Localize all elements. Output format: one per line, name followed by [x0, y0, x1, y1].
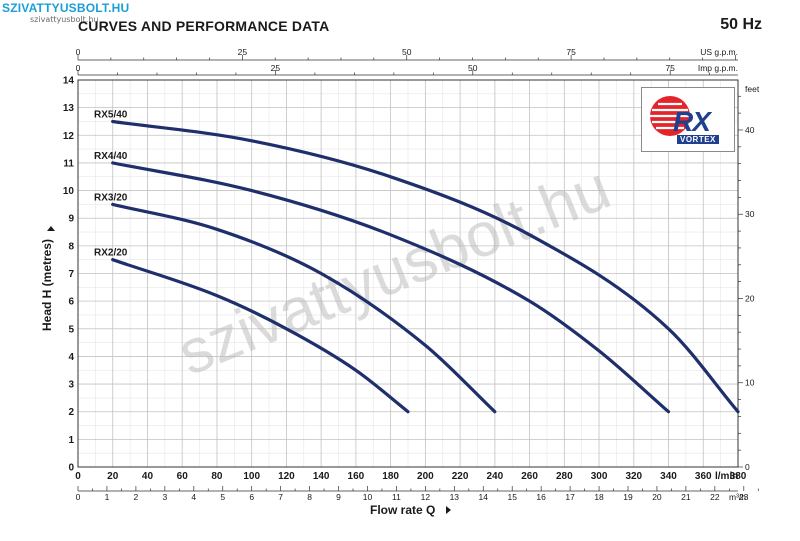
- m3h-tick-label: 5: [220, 492, 225, 502]
- us-gpm-unit-label: US g.p.m.: [700, 47, 738, 57]
- y-axis-title: Head H (metres): [40, 239, 54, 331]
- imp-gpm-tick-label: 25: [271, 63, 281, 73]
- y-tick-label: 1: [68, 435, 74, 446]
- x-tick-label: 280: [556, 471, 573, 482]
- y-tick-label: 4: [68, 352, 74, 363]
- imp-gpm-unit-label: Imp g.p.m.: [698, 63, 738, 73]
- m3h-tick-label: 12: [421, 492, 431, 502]
- y-tick-label: 5: [68, 324, 74, 335]
- x-tick-label: 80: [211, 471, 223, 482]
- m3h-tick-label: 23: [739, 492, 749, 502]
- series-line-rx5-40: [111, 119, 740, 414]
- feet-tick-label: 40: [745, 125, 755, 135]
- m3h-tick-label: 20: [652, 492, 662, 502]
- m3h-tick-label: 14: [479, 492, 489, 502]
- series-line-rx2-20: [111, 258, 410, 414]
- m3h-unit-label: m³/h: [729, 492, 746, 502]
- m3h-tick-label: 3: [162, 492, 167, 502]
- y-tick-label: 6: [68, 297, 74, 308]
- m3h-tick-label: 21: [681, 492, 691, 502]
- imp-gpm-tick-label: 50: [468, 63, 478, 73]
- y-tick-label: 12: [63, 131, 75, 142]
- us-gpm-tick-label: 0: [76, 47, 81, 57]
- logo-globe-icon: [650, 96, 690, 136]
- feet-tick-label: 20: [745, 293, 755, 303]
- m3h-tick-label: 1: [105, 492, 110, 502]
- m3h-tick-label: 19: [623, 492, 633, 502]
- m3h-tick-label: 16: [536, 492, 546, 502]
- m3h-tick-label: 4: [191, 492, 196, 502]
- feet-tick-label: 0: [745, 462, 750, 472]
- m3h-tick-label: 9: [336, 492, 341, 502]
- x-tick-label: 0: [75, 471, 81, 482]
- watermark-url: szivattyusbolt.hu: [30, 15, 99, 24]
- us-gpm-tick-label: 25: [238, 47, 248, 57]
- logo-vortex-text: VORTEX: [677, 135, 719, 144]
- x-tick-label: 20: [107, 471, 119, 482]
- m3h-tick-label: 15: [507, 492, 517, 502]
- imp-gpm-tick-label: 0: [76, 63, 81, 73]
- series-line-rx3-20: [111, 202, 497, 414]
- x-tick-label: 100: [243, 471, 260, 482]
- series-line-rx4-40: [111, 161, 671, 414]
- series-label: RX2/20: [94, 248, 128, 259]
- m3h-tick-label: 11: [392, 492, 401, 502]
- y-tick-label: 14: [63, 76, 75, 87]
- y-tick-label: 10: [63, 186, 75, 197]
- x-tick-label: 220: [452, 471, 469, 482]
- x-tick-label: 40: [142, 471, 154, 482]
- feet-tick-label: 30: [745, 209, 755, 219]
- us-gpm-tick-label: 75: [566, 47, 576, 57]
- m3h-tick-label: 8: [307, 492, 312, 502]
- x-tick-label: 380: [730, 471, 747, 482]
- series-label: RX4/40: [94, 151, 128, 162]
- feet-tick-label: 10: [745, 378, 755, 388]
- plot-frame: [77, 79, 739, 468]
- x-tick-label: 160: [348, 471, 365, 482]
- x-tick-label: 340: [660, 471, 677, 482]
- x-unit-label: l/min: [715, 471, 738, 482]
- m3h-tick-label: 10: [363, 492, 373, 502]
- x-tick-label: 180: [382, 471, 399, 482]
- y-tick-label: 13: [63, 103, 75, 114]
- logo-rx-text: RX: [673, 106, 711, 137]
- m3h-tick-label: 7: [278, 492, 283, 502]
- m3h-tick-label: 17: [565, 492, 575, 502]
- series-label: RX3/20: [94, 192, 128, 203]
- y-tick-label: 3: [68, 380, 74, 391]
- x-tick-label: 300: [591, 471, 608, 482]
- y-tick-label: 8: [68, 241, 74, 252]
- x-tick-label: 260: [521, 471, 538, 482]
- x-tick-label: 120: [278, 471, 295, 482]
- page-title: CURVES AND PERFORMANCE DATA: [78, 18, 330, 34]
- m3h-tick-label: 6: [249, 492, 254, 502]
- us-gpm-tick-label: 50: [402, 47, 412, 57]
- feet-unit-label: feet: [745, 84, 760, 94]
- y-tick-label: 2: [68, 407, 74, 418]
- imp-gpm-tick-label: 75: [665, 63, 675, 73]
- x-tick-label: 360: [695, 471, 712, 482]
- x-tick-label: 60: [177, 471, 189, 482]
- x-axis-arrow-icon: [446, 506, 451, 514]
- m3h-tick-label: 13: [450, 492, 460, 502]
- x-tick-label: 140: [313, 471, 330, 482]
- frequency-label: 50 Hz: [720, 16, 762, 33]
- m3h-tick-label: 18: [594, 492, 604, 502]
- x-tick-label: 320: [625, 471, 642, 482]
- y-tick-label: 7: [68, 269, 74, 280]
- m3h-tick-label: 2: [134, 492, 139, 502]
- watermark-brand: SZIVATTYUSBOLT.HU: [2, 1, 130, 15]
- y-axis-arrow-icon: [47, 226, 55, 231]
- m3h-tick-label: 0: [76, 492, 81, 502]
- rx-vortex-logo: RX VORTEX: [641, 87, 735, 152]
- x-tick-label: 240: [486, 471, 503, 482]
- series-label: RX5/40: [94, 109, 128, 120]
- y-tick-label: 0: [68, 463, 74, 474]
- x-axis-title: Flow rate Q: [370, 503, 435, 517]
- m3h-tick-label: 22: [710, 492, 720, 502]
- x-tick-label: 200: [417, 471, 434, 482]
- y-tick-label: 9: [68, 214, 74, 225]
- y-tick-label: 11: [63, 158, 74, 169]
